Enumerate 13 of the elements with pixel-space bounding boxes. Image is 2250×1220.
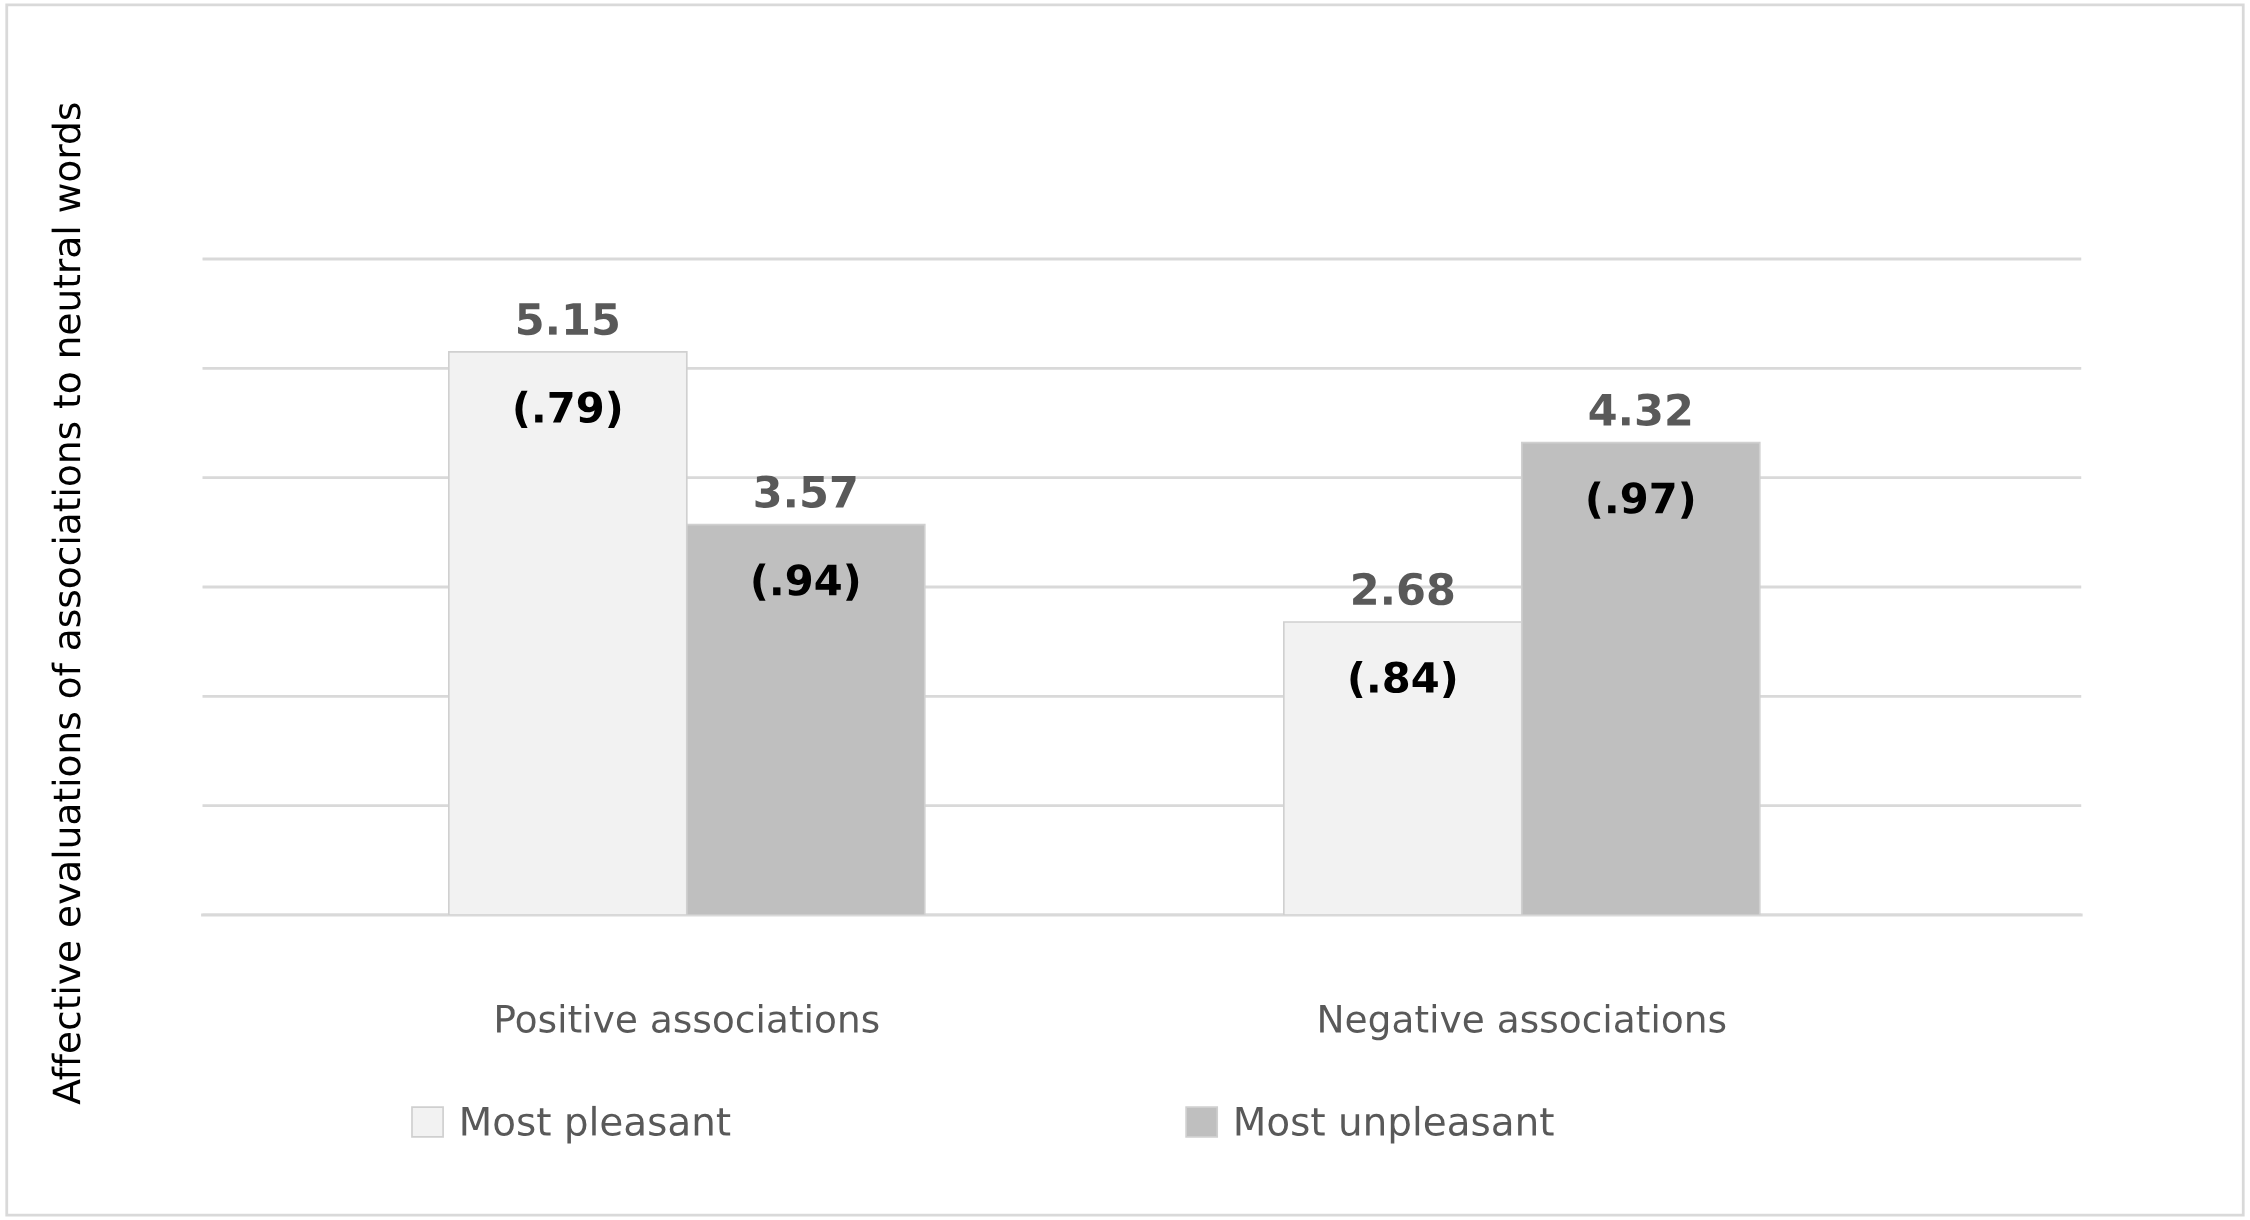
legend-label: Most unpleasant <box>1236 1105 1554 1144</box>
data-label: 5.15 <box>518 303 618 336</box>
annotation: (.97) <box>1588 481 1694 519</box>
y-axis-title: Affective evaluations of associations to neutral words <box>51 103 81 1105</box>
data-label: 4.32 <box>1589 393 1691 426</box>
x-tick-label: Positive associations <box>497 1003 879 1033</box>
legend-label: Most pleasant <box>462 1105 731 1144</box>
annotation: (.79) <box>515 390 621 428</box>
x-tick-label: Negative associations <box>1320 1003 1726 1041</box>
data-label: 2.68 <box>1353 572 1454 606</box>
data-label: 3.57 <box>755 475 856 508</box>
annotation: (.94) <box>753 563 859 601</box>
annotation: (.84) <box>1350 660 1456 699</box>
